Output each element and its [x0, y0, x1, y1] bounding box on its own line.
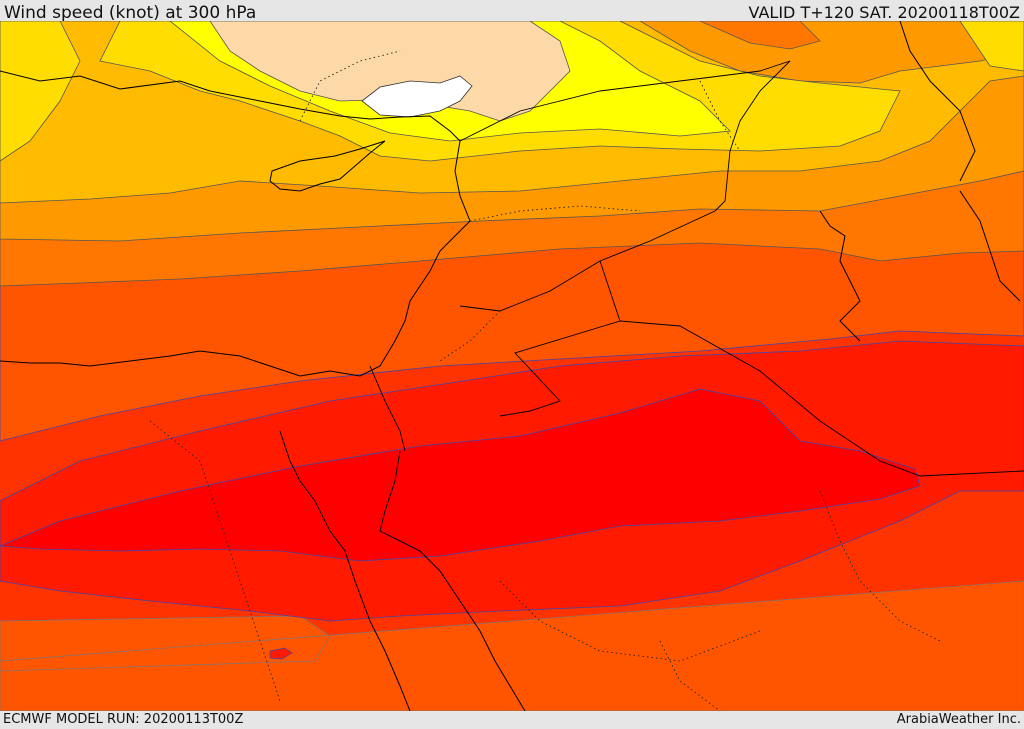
- valid-time: VALID T+120 SAT. 20200118T00Z: [748, 3, 1020, 22]
- chart-title: Wind speed (knot) at 300 hPa: [4, 3, 257, 23]
- band-ne-orange-core: [699, 21, 821, 50]
- wind-speed-map: [0, 21, 1024, 711]
- credit: ArabiaWeather Inc.: [896, 712, 1021, 727]
- model-run: ECMWF MODEL RUN: 20200113T00Z: [3, 712, 244, 727]
- internal-boundaries: [149, 50, 941, 711]
- band-peach: [209, 21, 571, 122]
- coastlines: [0, 21, 1021, 711]
- band-red-patch-south: [269, 647, 293, 660]
- political-borders: [369, 60, 1024, 477]
- band-south-orange: [0, 580, 1024, 711]
- band-white: [361, 75, 473, 118]
- band-yellow-west: [0, 21, 81, 162]
- footer-bar: [0, 711, 1024, 729]
- header-bar: [0, 0, 1024, 21]
- band-red-core: [0, 388, 921, 562]
- band-yellow-east: [959, 21, 1024, 72]
